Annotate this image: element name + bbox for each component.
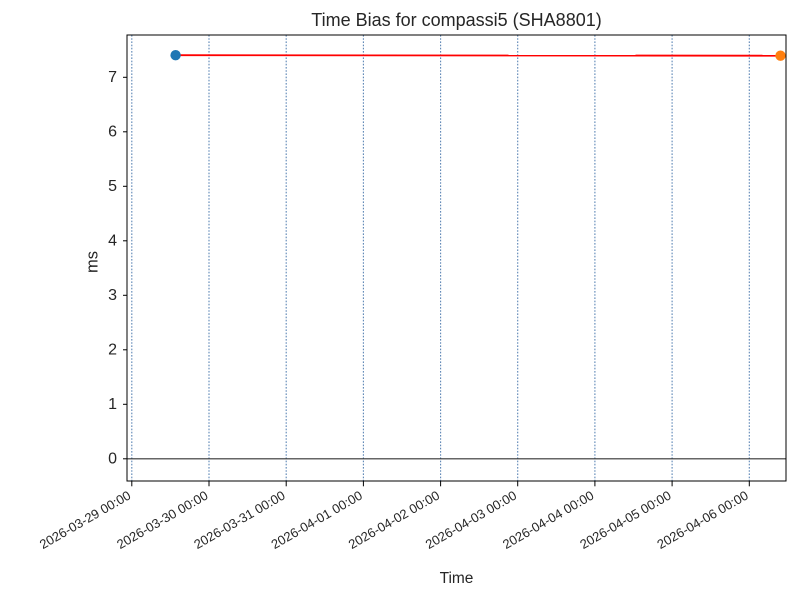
- svg-text:1: 1: [108, 396, 117, 413]
- svg-text:0: 0: [108, 451, 117, 468]
- svg-text:6: 6: [108, 124, 117, 141]
- svg-text:3: 3: [108, 287, 117, 304]
- svg-text:Time: Time: [440, 570, 474, 587]
- svg-text:Time Bias for compassi5 (SHA88: Time Bias for compassi5 (SHA8801): [311, 10, 601, 30]
- svg-text:ms: ms: [84, 251, 102, 273]
- svg-text:2: 2: [108, 342, 117, 359]
- svg-text:4: 4: [108, 233, 117, 250]
- svg-text:7: 7: [108, 69, 117, 86]
- svg-text:5: 5: [108, 178, 117, 195]
